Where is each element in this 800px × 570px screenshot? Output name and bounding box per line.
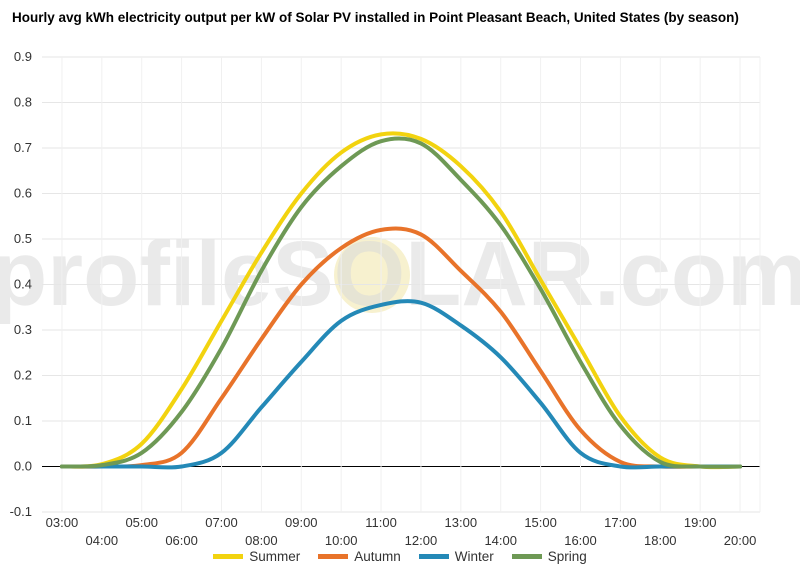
y-tick-label: 0.1 (14, 413, 32, 428)
x-tick-label: 18:00 (644, 533, 677, 548)
x-tick-label: 10:00 (325, 533, 358, 548)
x-tick-label: 14:00 (484, 533, 517, 548)
legend-label: Summer (249, 549, 301, 564)
x-tick-label: 07:00 (205, 515, 238, 530)
legend-label: Autumn (354, 549, 401, 564)
series-line-spring (59, 136, 743, 469)
x-tick-label: 04:00 (86, 533, 119, 548)
legend-label: Spring (547, 549, 587, 564)
x-tick-label: 11:00 (365, 515, 397, 530)
series-lines (59, 131, 743, 470)
x-tick-label: 16:00 (564, 533, 597, 548)
x-tick-label: 03:00 (46, 515, 79, 530)
legend-label: Winter (454, 549, 494, 564)
series-line-summer (59, 131, 743, 470)
legend-swatch (418, 554, 449, 559)
chart-title: Hourly avg kWh electricity output per kW… (12, 10, 739, 25)
x-tick-label: 09:00 (285, 515, 318, 530)
legend: Summer Autumn Winter Spring (0, 549, 800, 564)
y-tick-label: 0.3 (14, 322, 32, 337)
legend-item-winter[interactable]: Winter (418, 549, 494, 564)
x-axis-ticks: 03:00 04:00 05:00 06:00 07:00 08:00 09:00 10:00… (46, 515, 757, 548)
series-line-winter (59, 299, 743, 470)
x-tick-label: 08:00 (245, 533, 278, 548)
legend-swatch (511, 554, 542, 559)
gridlines (42, 56, 761, 513)
y-tick-label: 0.9 (14, 49, 32, 64)
y-tick-label: 0.6 (14, 186, 32, 201)
legend-item-summer[interactable]: Summer (213, 549, 300, 564)
legend-swatch (213, 554, 244, 559)
y-tick-label: 0.5 (14, 231, 32, 246)
legend-swatch (318, 554, 349, 559)
y-tick-label: 0.0 (14, 459, 32, 474)
y-tick-label: 0.4 (14, 277, 32, 292)
x-tick-label: 12:00 (405, 533, 438, 548)
y-tick-label: 0.7 (14, 140, 32, 155)
x-tick-label: 17:00 (604, 515, 637, 530)
x-tick-label: 06:00 (165, 533, 198, 548)
y-tick-label: 0.8 (14, 95, 32, 110)
y-tick-label: 0.2 (14, 368, 32, 383)
legend-item-autumn[interactable]: Autumn (318, 549, 401, 564)
series-line-autumn (59, 226, 743, 469)
x-tick-label: 05:00 (125, 515, 158, 530)
y-tick-label: -0.1 (10, 504, 32, 519)
watermark: profileSOLAR.com (0, 223, 800, 325)
legend-item-spring[interactable]: Spring (511, 549, 587, 564)
y-axis-ticks: -0.1 0.0 0.1 0.2 0.3 0.4 0.5 0.6 0.7 0.8 0.9 (10, 49, 32, 519)
watermark-text: profileSOLAR.com (0, 223, 800, 325)
x-tick-label: 13:00 (445, 515, 478, 530)
x-tick-label: 15:00 (524, 515, 557, 530)
watermark-sun (334, 237, 410, 313)
x-tick-label: 20:00 (724, 533, 757, 548)
x-tick-label: 19:00 (684, 515, 717, 530)
